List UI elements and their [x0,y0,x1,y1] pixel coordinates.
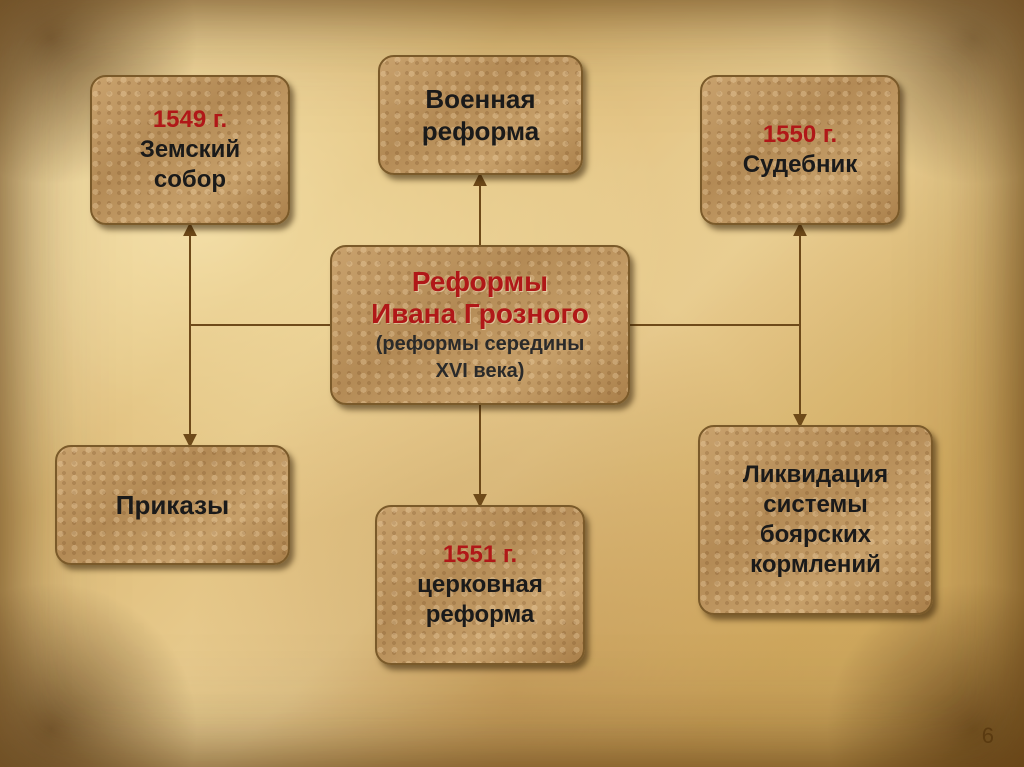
node-text: Земский [140,135,240,165]
node-text: Военная [425,83,535,116]
page-number: 6 [982,723,994,749]
node-date: 1549 г. [153,105,227,135]
node-top-right: 1550 г. Судебник [700,75,900,225]
node-text: Приказы [116,489,229,522]
node-text: кормлений [750,550,881,580]
node-text: церковная [417,570,543,600]
center-sub-2: XVI века) [436,359,525,384]
node-top-left: 1549 г. Земский собор [90,75,290,225]
node-text: Судебник [743,150,857,180]
node-text: собор [154,165,226,195]
node-text: реформа [426,600,534,630]
node-text: системы [763,490,867,520]
node-text: боярских [760,520,871,550]
node-text: Ликвидация [743,460,888,490]
center-title-2: Ивана Грозного [371,298,589,330]
node-bot-right: Ликвидация системы боярских кормлений [698,425,933,615]
node-bot-mid: 1551 г. церковная реформа [375,505,585,665]
node-date: 1551 г. [443,540,517,570]
node-date: 1550 г. [763,120,837,150]
center-node: Реформы Ивана Грозного (реформы середины… [330,245,630,405]
node-top-mid: Военная реформа [378,55,583,175]
center-title-1: Реформы [412,266,548,298]
node-text: реформа [422,115,540,148]
center-sub-1: (реформы середины [376,332,585,357]
node-bot-left: Приказы [55,445,290,565]
